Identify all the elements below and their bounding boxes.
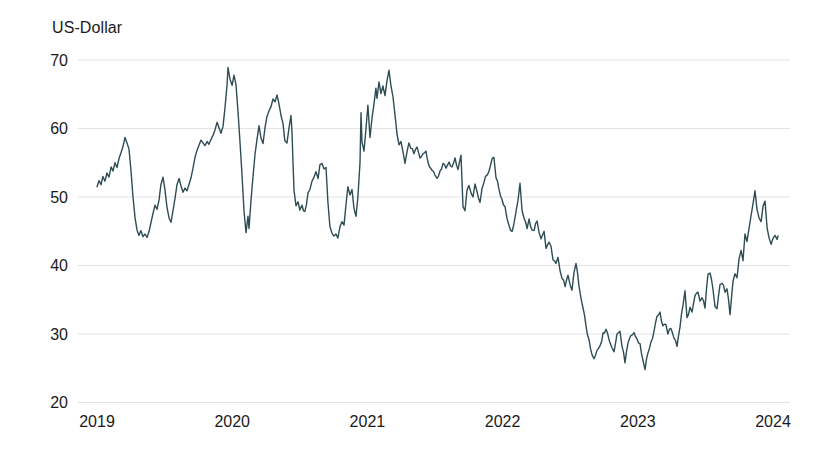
x-tick-label: 2023 [620,413,656,430]
y-tick-label: 30 [50,326,68,343]
y-tick-label: 20 [50,394,68,411]
y-tick-label: 70 [50,52,68,69]
y-axis-unit-label: US-Dollar [52,19,122,37]
axis-labels-group: 20 30 40 50 60 70 2019 2020 2021 2022 2023 2024 [50,52,791,431]
line-chart-svg: 20 30 40 50 60 70 2019 2020 2021 2022 2023 2024 [0,0,840,453]
gridlines-group [78,60,790,403]
series-group [97,68,778,370]
x-tick-label: 2019 [79,413,115,430]
price-line [97,68,778,370]
y-tick-label: 40 [50,257,68,274]
chart-card: US-Dollar 203040506070201920202021202220… [0,0,840,453]
x-tick-label: 2020 [214,413,250,430]
x-tick-label: 2024 [755,413,791,430]
y-tick-label: 60 [50,120,68,137]
y-tick-label: 50 [50,189,68,206]
x-tick-label: 2022 [485,413,521,430]
x-tick-label: 2021 [350,413,386,430]
